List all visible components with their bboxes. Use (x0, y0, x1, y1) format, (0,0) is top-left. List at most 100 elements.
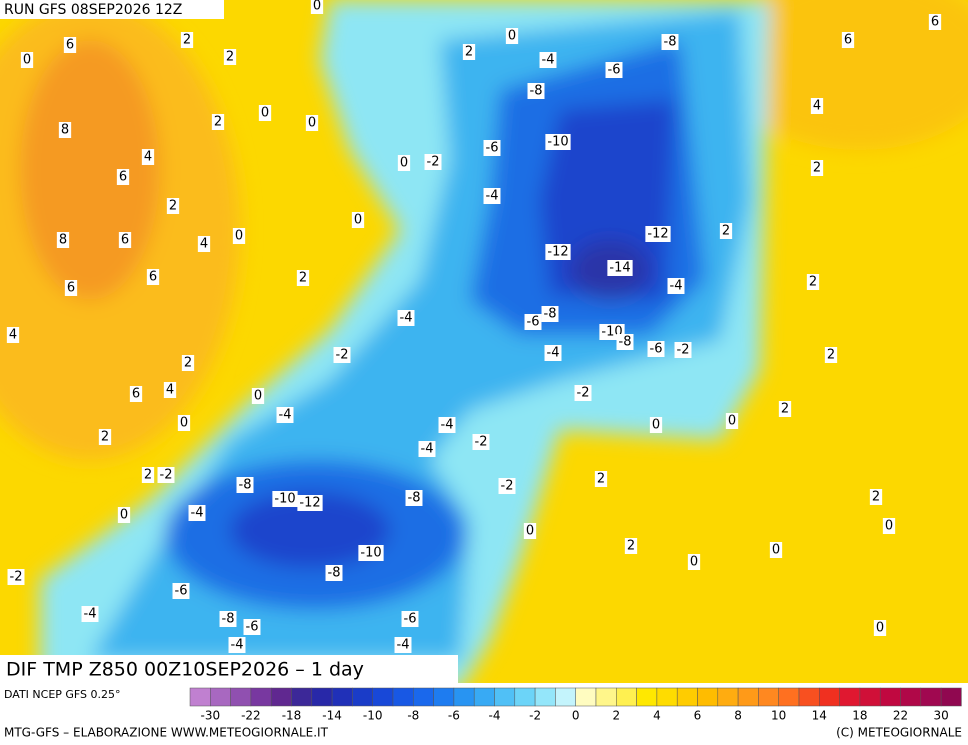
contour-label-box (647, 341, 665, 357)
contour-label-box (498, 478, 516, 494)
contour-label-box (397, 310, 415, 326)
contour-label: 0 (652, 418, 660, 433)
contour-label: -14 (609, 261, 630, 276)
contour-label: 2 (722, 224, 730, 239)
contour-label-box (405, 490, 423, 506)
contour-label: 4 (9, 328, 17, 343)
contour-label: 2 (597, 472, 605, 487)
color-bar-tick-label: -4 (489, 709, 501, 723)
contour-label: 2 (144, 468, 152, 483)
contour-label: -4 (542, 53, 555, 68)
contour-label: -2 (577, 386, 590, 401)
contour-label: -6 (650, 342, 663, 357)
contour-label-box (181, 355, 195, 371)
color-swatch (311, 687, 333, 707)
color-bar-tick-label: 22 (893, 709, 908, 723)
contour-label-box (116, 169, 130, 185)
color-swatch (819, 687, 840, 707)
contour-label-box (166, 198, 180, 214)
contour-label-box (56, 232, 70, 248)
contour-label: -4 (397, 638, 410, 653)
contour-label-box (223, 49, 237, 65)
contour-label: -8 (408, 491, 421, 506)
contour-label-box (64, 280, 78, 296)
map-title: DIF TMP Z850 00Z10SEP2026 – 1 day (6, 659, 364, 681)
contour-label-box (197, 236, 211, 252)
contour-label: -10 (547, 135, 568, 150)
contour-label-box (228, 637, 246, 653)
contour-label: -2 (427, 155, 440, 170)
contour-label: 2 (781, 402, 789, 417)
contour-label: -4 (441, 418, 454, 433)
contour-label-box (824, 347, 838, 363)
contour-label-box (98, 429, 112, 445)
contour-label-box (351, 212, 365, 228)
contour-label: -6 (175, 584, 188, 599)
contour-label-box (118, 232, 132, 248)
contour-label-box (219, 611, 237, 627)
color-swatch (778, 687, 800, 707)
color-bar-tick-label: -30 (200, 709, 220, 723)
contour-label: -8 (239, 478, 252, 493)
contour-label: -4 (231, 638, 244, 653)
contour-label-box (544, 345, 562, 361)
color-swatch (697, 687, 719, 707)
contour-label: 0 (400, 156, 408, 171)
color-swatch (920, 687, 942, 707)
contour-label-box (928, 14, 942, 30)
contour-label-box (297, 495, 323, 511)
contour-label-box (236, 477, 254, 493)
color-swatch (737, 687, 759, 707)
contour-label-box (325, 565, 343, 581)
color-swatch (413, 687, 434, 707)
contour-label: 2 (169, 199, 177, 214)
contour-label-box (258, 105, 272, 121)
contour-label: -8 (530, 84, 543, 99)
run-box (0, 0, 224, 19)
contour-label: 0 (23, 53, 31, 68)
color-swatch (839, 687, 861, 707)
contour-label: 2 (299, 271, 307, 286)
contour-label-box (63, 37, 77, 53)
color-swatch (331, 687, 353, 707)
contour-label: -2 (160, 468, 173, 483)
contour-label: 2 (214, 115, 222, 130)
contour-label: -8 (664, 35, 677, 50)
color-bar-tick-label: 0 (572, 709, 580, 723)
contour-label-box (725, 413, 739, 429)
color-swatch (189, 687, 211, 707)
contour-label: -12 (299, 496, 320, 511)
color-bar-tick-label: 14 (812, 709, 827, 723)
contour-label: -6 (246, 620, 259, 635)
contour-label: -10 (274, 492, 295, 507)
contour-label-box (806, 274, 820, 290)
color-swatch (392, 687, 414, 707)
contour-label: -2 (336, 348, 349, 363)
color-swatch (210, 687, 231, 707)
cold-core-deep (230, 492, 390, 568)
contour-label: -2 (677, 343, 690, 358)
color-swatch (514, 687, 536, 707)
contour-label-box (310, 0, 324, 14)
contour-label: 2 (809, 275, 817, 290)
contour-label-box (472, 434, 490, 450)
contour-label-box (146, 269, 160, 285)
color-swatch (250, 687, 272, 707)
contour-label: 6 (119, 170, 127, 185)
contour-label: -2 (475, 435, 488, 450)
contour-label-box (305, 115, 319, 131)
contour-label: -6 (404, 612, 417, 627)
contour-label-box (394, 637, 412, 653)
data-source: DATI NCEP GFS 0.25° (4, 688, 121, 701)
contour-label-box (401, 611, 419, 627)
contour-label-box (882, 518, 896, 534)
contour-label-box (719, 223, 733, 239)
contour-label-box (869, 489, 883, 505)
contour-label-box (645, 226, 671, 242)
contour-label: 0 (308, 116, 316, 131)
contour-label: 0 (261, 106, 269, 121)
color-swatch (595, 687, 617, 707)
contour-label: 4 (144, 150, 152, 165)
contour-label-box (687, 554, 701, 570)
